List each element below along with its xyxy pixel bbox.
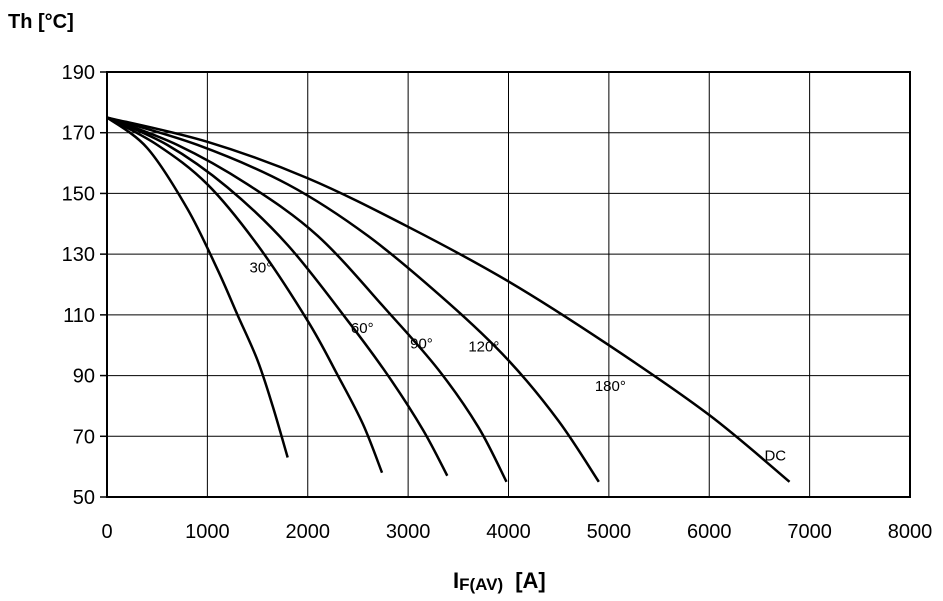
x-axis-label-unit: [A] — [515, 568, 546, 593]
series-label: 180° — [595, 378, 626, 395]
series-line — [106, 116, 384, 474]
x-tick-label: 0 — [101, 521, 112, 543]
series-label: 90° — [410, 335, 433, 352]
y-tick-label: 150 — [62, 183, 95, 205]
y-tick-label: 90 — [73, 366, 95, 388]
plot-frame — [106, 71, 911, 498]
x-axis-label: IF(AV) [A] — [453, 568, 546, 594]
x-tick-label: 1000 — [185, 521, 230, 543]
x-tick-label: 3000 — [386, 521, 431, 543]
series-lines — [106, 116, 791, 483]
x-axis-label-main: I — [453, 568, 459, 593]
y-axis-label: Th [°C] — [8, 11, 74, 33]
x-tick-label: 7000 — [787, 521, 832, 543]
series-label: 30° — [250, 259, 273, 276]
x-tick-label: 2000 — [286, 521, 331, 543]
grid — [100, 71, 911, 498]
y-tick-label: 190 — [62, 62, 95, 84]
series-label: 60° — [351, 320, 374, 337]
series-label: 120° — [468, 338, 499, 355]
y-tick-label: 110 — [63, 305, 95, 327]
series-line — [106, 116, 791, 483]
x-tick-label: 4000 — [486, 521, 531, 543]
y-tick-label: 70 — [73, 426, 95, 448]
series-label: DC — [764, 448, 786, 465]
x-tick-label: 5000 — [587, 521, 632, 543]
series-labels: 30° 60° 90° 120° 180° DC — [250, 259, 787, 464]
y-tick-label: 50 — [73, 487, 95, 509]
y-tick-label: 130 — [62, 244, 95, 266]
x-axis-label-sub: F(AV) — [459, 575, 503, 594]
series-line — [106, 116, 600, 483]
y-tick-labels: 50 70 90 110 130 150 170 190 — [62, 62, 95, 509]
series-line — [106, 116, 449, 477]
series-line — [106, 116, 289, 458]
series-line — [106, 116, 508, 483]
x-tick-label: 8000 — [888, 521, 933, 543]
x-tick-label: 6000 — [687, 521, 732, 543]
x-tick-labels: 0 1000 2000 3000 4000 5000 6000 7000 8000 — [101, 521, 932, 543]
y-tick-label: 170 — [62, 123, 95, 145]
